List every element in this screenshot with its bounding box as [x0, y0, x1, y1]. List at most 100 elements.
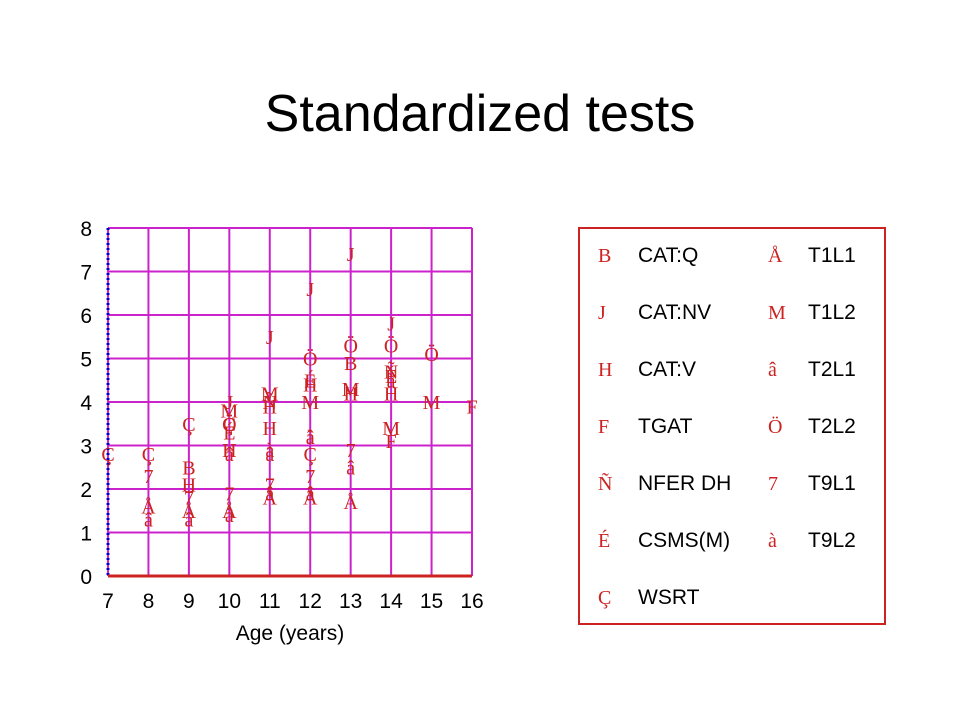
y-tick-label: 0 [80, 566, 92, 589]
data-point-t9l1: 7 [184, 488, 194, 510]
legend-label: T2L1 [808, 358, 856, 381]
data-point-cat-nv: J [225, 392, 233, 414]
data-point-t1l1: Å [263, 488, 278, 510]
data-point-cat-nv: J [387, 314, 395, 336]
chart-legend: B CAT:Q J CAT:NV H CAT:V F TGAT Ñ NFER DH É CSMS(M)… [578, 227, 886, 625]
x-tick-label: 13 [339, 590, 362, 613]
data-point-t2l1: â [225, 444, 234, 466]
data-point-wsrt: Ç [142, 444, 155, 466]
data-point-tgat: F [466, 396, 477, 418]
x-tick-label: 12 [299, 590, 322, 613]
y-tick-label: 2 [80, 479, 92, 502]
y-tick-label: 5 [80, 349, 92, 372]
legend-label: WSRT [638, 586, 700, 609]
data-point-cat-v: H [182, 475, 196, 497]
legend-label: NFER DH [638, 472, 732, 495]
legend-label: CAT:NV [638, 301, 712, 324]
data-point-t9l1: 7 [143, 466, 153, 488]
x-tick-label: 11 [259, 590, 281, 613]
data-point-t2l2: Ö [424, 343, 438, 366]
data-point-csms-m-: É [385, 365, 397, 388]
x-tick-label: 15 [420, 590, 443, 613]
data-point-t9l2: à [306, 427, 315, 449]
data-point-wsrt: Ç [101, 444, 114, 466]
legend-label: T1L2 [808, 301, 856, 324]
data-point-t1l1: Å [141, 496, 156, 518]
data-point-t2l2: Ö [222, 413, 236, 436]
data-point-cat-v: H [222, 440, 236, 462]
legend-marker: Å [768, 245, 783, 267]
legend-marker: M [768, 302, 786, 324]
legend-marker: B [598, 245, 612, 267]
data-point-cat-v: H [263, 396, 277, 418]
y-tick-label: 3 [80, 436, 92, 459]
data-point-t9l1: 7 [265, 475, 275, 497]
data-point-cat-nv: J [347, 244, 355, 266]
data-point-t2l2: Ö [343, 334, 357, 357]
legend-label: CSMS(M) [638, 529, 731, 552]
data-point-t9l1: 7 [346, 440, 356, 462]
data-point-t9l1: 7 [305, 466, 315, 488]
data-point-csms-m-: É [304, 369, 316, 392]
data-point-cat-nv: J [306, 279, 314, 301]
data-point-t1l2: M [382, 418, 400, 440]
data-point-t2l1: â [306, 483, 315, 505]
data-point-t1l2: M [342, 379, 360, 401]
data-point-t2l1: â [184, 509, 193, 531]
legend-marker: Ö [768, 416, 783, 438]
legend-label: CAT:Q [638, 244, 699, 267]
data-point-t1l1: Å [303, 488, 318, 510]
data-point-t9l2: à [387, 370, 396, 392]
legend-label: CAT:V [638, 358, 696, 381]
legend-marker: H [598, 359, 613, 381]
data-point-cat-v: H [263, 418, 277, 440]
data-point-t2l1: â [144, 509, 153, 531]
data-point-t1l1: Å [343, 492, 358, 514]
x-axis-label: Age (years) [236, 622, 345, 645]
legend-marker: F [598, 416, 610, 438]
data-point-t1l2: M [423, 392, 441, 414]
y-tick-label: 6 [80, 305, 92, 328]
legend-marker: 7 [768, 473, 778, 495]
data-point-t1l2: M [261, 383, 279, 405]
x-tick-label: 16 [460, 590, 483, 613]
legend-label: T9L2 [808, 529, 856, 552]
y-tick-label: 1 [80, 523, 92, 546]
y-tick-label: 4 [80, 392, 92, 415]
data-point-t1l2: M [220, 401, 238, 423]
data-point-nfer-dh: Ñ [384, 360, 398, 384]
legend-marker: J [598, 302, 606, 324]
x-tick-label: 8 [143, 590, 155, 613]
data-point-wsrt: Ç [182, 414, 195, 436]
data-point-cat-q: B [344, 353, 357, 375]
legend-label: T2L2 [808, 415, 856, 438]
data-point-t2l1: â [306, 427, 315, 449]
x-tick-label: 9 [183, 590, 195, 613]
legend-marker: É [598, 530, 611, 552]
data-point-t2l1: â [346, 457, 355, 479]
data-point-csms-m-: É [223, 421, 235, 444]
legend-marker: â [768, 359, 777, 381]
legend-marker: Ñ [598, 473, 613, 495]
x-tick-label: 14 [379, 590, 403, 613]
legend-label: T9L1 [808, 472, 856, 495]
x-tick-label: 10 [218, 590, 241, 613]
data-point-cat-v: H [303, 375, 317, 397]
data-point-t9l1: 7 [224, 483, 234, 505]
legend-marker: Ç [598, 587, 612, 609]
data-point-wsrt: Ç [304, 444, 317, 466]
data-point-t1l1: Å [222, 501, 237, 523]
data-point-t2l2: Ö [303, 348, 317, 371]
data-point-t1l2: M [301, 392, 319, 414]
data-point-tgat: F [386, 431, 397, 453]
y-tick-label: 7 [80, 262, 92, 285]
data-point-t2l1: â [225, 505, 234, 527]
legend-marker: à [768, 530, 777, 552]
data-point-t2l1: â [265, 483, 274, 505]
legend-label: T1L1 [808, 244, 856, 267]
data-point-t9l2: à [265, 440, 274, 462]
slide-title: Standardized tests [264, 85, 696, 143]
data-point-cat-q: B [182, 457, 195, 479]
data-point-wsrt: Ç [223, 414, 236, 436]
